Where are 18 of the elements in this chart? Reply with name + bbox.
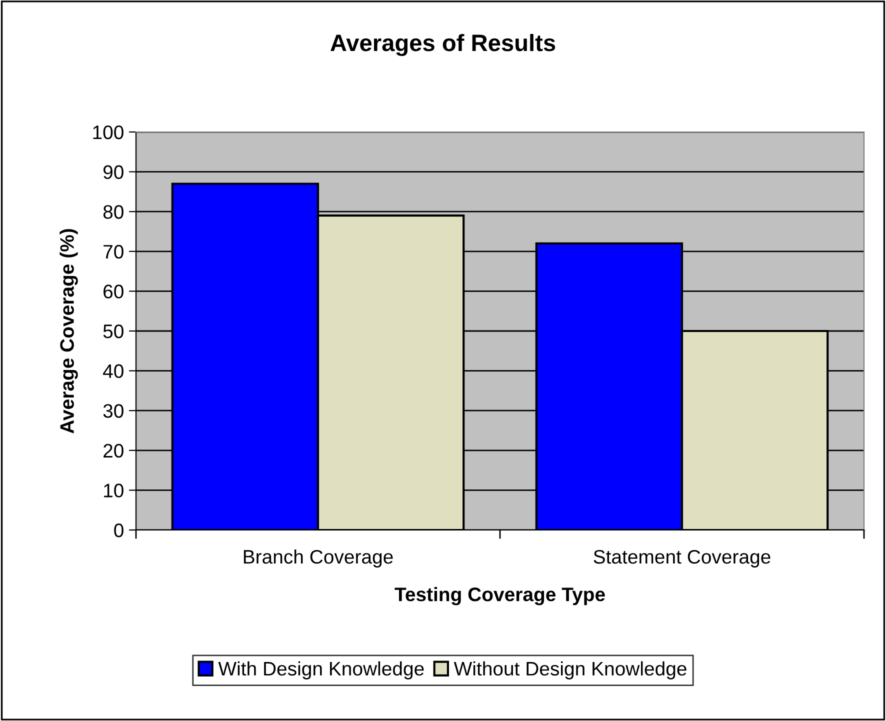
chart-title: Averages of Results — [330, 34, 556, 56]
y-tick-label: 70 — [104, 244, 124, 259]
y-tick-label: 0 — [114, 523, 124, 538]
y-tick-label: 40 — [103, 364, 124, 378]
legend-label: With Design Knowledge — [218, 661, 424, 680]
x-tick-label: Statement Coverage — [594, 550, 770, 568]
y-tick-label: 80 — [103, 205, 124, 219]
y-tick-label: 100 — [93, 125, 124, 140]
y-tick-label: 30 — [103, 404, 124, 418]
x-tick-label: Branch Coverage — [244, 549, 393, 568]
y-tick-label: 50 — [103, 324, 124, 338]
x-axis-title: Testing Coverage Type — [394, 587, 605, 606]
legend-label: Without Design Knowledge — [454, 661, 686, 680]
y-tick-label: 90 — [103, 165, 124, 180]
y-tick-label: 20 — [104, 444, 124, 458]
y-axis-title: Average Coverage (%) — [60, 229, 78, 434]
y-tick-label: 60 — [104, 284, 124, 298]
y-tick-label: 10 — [104, 484, 124, 498]
